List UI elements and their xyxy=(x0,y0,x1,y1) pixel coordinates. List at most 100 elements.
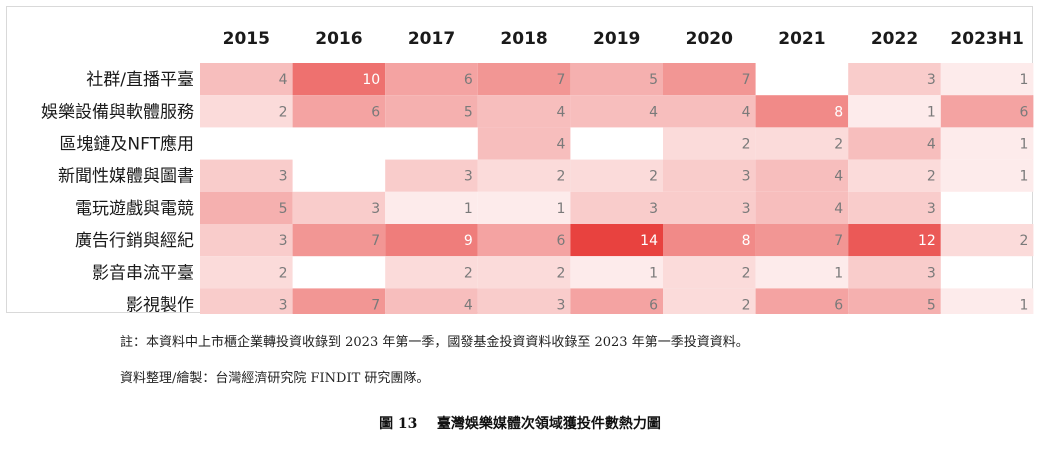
heatmap-cell xyxy=(570,256,663,289)
heatmap-cell xyxy=(663,159,756,192)
cell-value-label: 3 xyxy=(649,201,658,217)
column-label-2021: 2021 xyxy=(778,29,825,49)
cell-value-label: 5 xyxy=(927,298,936,314)
cell-value-label: 3 xyxy=(556,298,565,314)
row-label: 娛樂設備與軟體服務 xyxy=(41,102,194,122)
heatmap-cell xyxy=(292,63,386,96)
cell-value-label: 7 xyxy=(371,298,380,314)
heatmap-cell xyxy=(477,256,571,289)
cell-value-label: 4 xyxy=(927,137,936,153)
heatmap-cell xyxy=(477,95,571,128)
cell-value-label: 2 xyxy=(1019,233,1028,249)
cell-value-label: 3 xyxy=(279,169,288,185)
column-label-2019: 2019 xyxy=(593,29,640,49)
heatmap-cell xyxy=(848,224,941,257)
heatmap-cell xyxy=(570,288,663,314)
heatmap-cell xyxy=(385,159,478,192)
row-label: 區塊鏈及NFT應用 xyxy=(59,134,194,155)
cell-value-label: 4 xyxy=(742,104,751,120)
cell-value-label: 7 xyxy=(556,72,565,88)
heatmap-cell xyxy=(663,288,756,314)
column-label-2020: 2020 xyxy=(686,29,733,49)
row-label: 新聞性媒體與圖書 xyxy=(58,167,194,187)
cell-value-label: 2 xyxy=(742,137,751,153)
heatmap-cell xyxy=(385,95,478,128)
heatmap-cell xyxy=(292,191,386,224)
heatmap-cell xyxy=(848,256,941,289)
cell-value-label: 4 xyxy=(279,72,288,88)
heatmap-cell xyxy=(292,224,386,257)
cell-value-label: 1 xyxy=(464,201,473,217)
heatmap-cell xyxy=(477,63,571,96)
heatmap-cell xyxy=(570,63,663,96)
cell-value-label: 6 xyxy=(649,298,658,314)
cell-value-label: 6 xyxy=(556,233,565,249)
column-label-2016: 2016 xyxy=(315,29,362,49)
row-label: 廣告行銷與經紀 xyxy=(75,231,194,251)
cell-value-label: 2 xyxy=(927,169,936,185)
heatmap-cell xyxy=(477,224,571,257)
heatmap-cell xyxy=(940,224,1034,257)
cell-value-label: 6 xyxy=(834,298,843,314)
heatmap-cell xyxy=(755,224,849,257)
cell-value-label: 3 xyxy=(371,201,380,217)
cell-value-label: 1 xyxy=(649,265,658,281)
cell-value-label: 2 xyxy=(279,265,288,281)
cell-value-label: 8 xyxy=(742,233,751,249)
row-label: 影音串流平臺 xyxy=(92,263,194,283)
heatmap-cell xyxy=(200,95,293,128)
cell-value-label: 6 xyxy=(464,72,473,88)
heatmap-cell xyxy=(755,127,849,160)
heatmap-cell xyxy=(663,127,756,160)
cell-value-label: 2 xyxy=(556,169,565,185)
cell-value-label: 1 xyxy=(1019,72,1028,88)
cell-value-label: 4 xyxy=(464,298,473,314)
cell-value-label: 1 xyxy=(927,104,936,120)
heatmap-cell xyxy=(848,288,941,314)
heatmap-cell xyxy=(200,159,293,192)
heatmap-cell xyxy=(663,63,756,96)
heatmap-cell xyxy=(848,191,941,224)
heatmap-cell xyxy=(385,288,478,314)
cell-value-label: 10 xyxy=(362,72,380,88)
cell-value-label: 3 xyxy=(279,298,288,314)
cell-value-label: 14 xyxy=(640,233,658,249)
cell-value-label: 4 xyxy=(556,104,565,120)
cell-value-label: 2 xyxy=(649,169,658,185)
cell-value-label: 3 xyxy=(927,265,936,281)
heatmap-cell xyxy=(755,256,849,289)
heatmap-cell xyxy=(940,63,1034,96)
heatmap-cell xyxy=(570,191,663,224)
heatmap-cell xyxy=(477,127,571,160)
column-label-2015: 2015 xyxy=(223,29,270,49)
heatmap-cell xyxy=(200,224,293,257)
heatmap-cell xyxy=(292,95,386,128)
cell-value-label: 1 xyxy=(1019,169,1028,185)
cell-value-label: 7 xyxy=(371,233,380,249)
heatmap-cell xyxy=(940,127,1034,160)
cell-value-label: 5 xyxy=(464,104,473,120)
heatmap-cell xyxy=(940,95,1034,128)
column-label-2017: 2017 xyxy=(408,29,455,49)
cell-value-label: 12 xyxy=(918,233,936,249)
cell-value-label: 4 xyxy=(649,104,658,120)
heatmap-cell xyxy=(385,224,478,257)
cell-value-label: 6 xyxy=(371,104,380,120)
heatmap-frame: 2015 2016 2017 2018 2019 2020 2021 2022 2023H1 社群… xyxy=(6,6,1034,314)
heatmap-cell xyxy=(848,127,941,160)
cell-value-label: 3 xyxy=(927,201,936,217)
cell-value-label: 1 xyxy=(834,265,843,281)
heatmap-cell xyxy=(755,159,849,192)
heatmap-cell xyxy=(755,288,849,314)
heatmap-cell xyxy=(663,191,756,224)
heatmap-cell xyxy=(663,256,756,289)
heatmap-cell xyxy=(477,191,571,224)
heatmap-cell xyxy=(848,95,941,128)
cell-value-label: 5 xyxy=(649,72,658,88)
cell-value-label: 6 xyxy=(1019,104,1028,120)
column-label-2023H1: 2023H1 xyxy=(950,29,1023,49)
cell-value-label: 2 xyxy=(556,265,565,281)
heatmap-chart: 2015 2016 2017 2018 2019 2020 2021 2022 2023H1 社群… xyxy=(41,29,1034,314)
heatmap-cell xyxy=(385,63,478,96)
heatmap-cell xyxy=(200,63,293,96)
